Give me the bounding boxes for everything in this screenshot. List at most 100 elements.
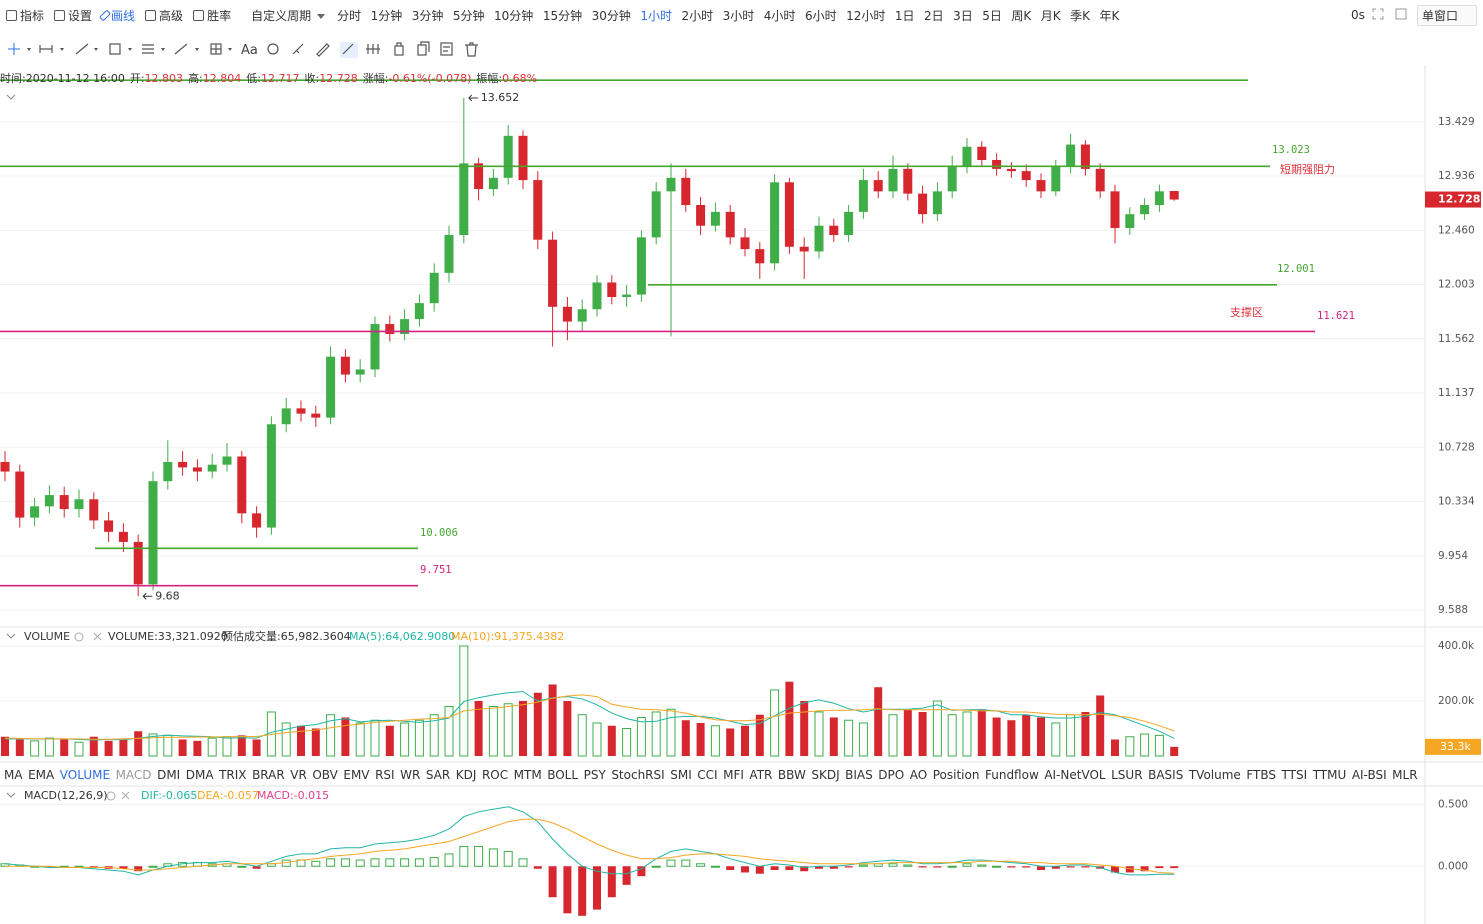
indicator-tab[interactable]: TVolume xyxy=(1188,768,1241,782)
period-item[interactable]: 周K xyxy=(1011,8,1032,23)
indicator-tab[interactable]: BOLL xyxy=(547,768,579,782)
pane-title: MACD(12,26,9) xyxy=(24,789,108,802)
indicator-tab[interactable]: MFI xyxy=(723,768,744,782)
indicator-tab[interactable]: BBW xyxy=(777,768,806,782)
menu-item[interactable]: 指标 xyxy=(6,7,44,24)
menu-item[interactable]: 高级 xyxy=(145,7,183,24)
custom-period[interactable]: 自定义周期 xyxy=(251,8,312,23)
indicator-tab[interactable]: MLR xyxy=(1392,768,1418,782)
indicator-tab[interactable]: OBV xyxy=(312,768,338,782)
indicator-tab[interactable]: CCI xyxy=(697,768,718,782)
indicator-tab[interactable]: LSUR xyxy=(1111,768,1143,782)
period-item[interactable]: 1分钟 xyxy=(370,8,403,23)
period-item[interactable]: 10分钟 xyxy=(494,8,534,23)
period-item[interactable]: 1小时 xyxy=(640,8,673,23)
candle-body xyxy=(340,356,350,375)
period-item[interactable]: 3分钟 xyxy=(411,8,444,23)
indicator-tab[interactable]: EMV xyxy=(343,768,370,782)
indicator-tab[interactable]: KDJ xyxy=(455,768,477,782)
indicator-tab[interactable]: StochRSI xyxy=(611,768,665,782)
macd-bar xyxy=(429,857,439,867)
period-item[interactable]: 2日 xyxy=(924,8,944,23)
macd-bar xyxy=(977,864,987,867)
indicator-tab[interactable]: ATR xyxy=(749,768,773,782)
close-icon[interactable] xyxy=(93,632,102,641)
indicator-tab[interactable]: SKDJ xyxy=(811,768,840,782)
period-item[interactable]: 2小时 xyxy=(681,8,714,23)
candle-body xyxy=(784,182,794,247)
indicator-tab[interactable]: AO xyxy=(909,768,928,782)
period-item[interactable]: 30分钟 xyxy=(591,8,631,23)
indicator-tab[interactable]: DMA xyxy=(185,768,214,782)
indicator-tab[interactable]: TRIX xyxy=(219,768,247,782)
close-icon[interactable] xyxy=(121,791,130,800)
indicator-tab[interactable]: Position xyxy=(932,768,980,782)
period-item[interactable]: 3日 xyxy=(953,8,973,23)
indicator-tab[interactable]: EMA xyxy=(28,768,55,782)
menu-item[interactable]: 胜率 xyxy=(193,7,231,24)
text-tool[interactable]: Aa xyxy=(241,43,258,58)
indicator-tab[interactable]: FTBS xyxy=(1246,768,1277,782)
indicator-tab[interactable]: TTSI xyxy=(1281,768,1308,782)
drawing-tools[interactable]: Aa xyxy=(0,30,490,65)
volume-bar xyxy=(444,705,454,757)
period-item[interactable]: 15分钟 xyxy=(542,8,583,23)
indicator-tab[interactable]: MA xyxy=(4,768,23,782)
period-item[interactable]: 3小时 xyxy=(722,8,755,23)
candle-body xyxy=(696,205,706,226)
indicator-tab[interactable]: MACD xyxy=(115,768,152,782)
indicator-tab[interactable]: MTM xyxy=(513,768,542,782)
candle-body xyxy=(444,235,454,273)
volume-bar xyxy=(474,700,483,756)
window-mode[interactable]: 单窗口 xyxy=(1417,5,1478,26)
volume-bar xyxy=(370,719,380,757)
period-item[interactable]: 月K xyxy=(1040,8,1061,23)
indicator-tab[interactable]: SAR xyxy=(425,768,451,782)
info-label: 涨幅: xyxy=(362,72,389,85)
candle-body xyxy=(533,180,543,240)
indicator-tab[interactable]: VOLUME xyxy=(59,768,111,782)
menu-item[interactable]: 画线 xyxy=(102,7,135,24)
macd-bar xyxy=(844,866,853,868)
settings-icon[interactable] xyxy=(74,632,84,642)
macd-bar xyxy=(962,863,972,867)
volume-tag-label: 33.3k xyxy=(1440,740,1471,753)
candle-body xyxy=(281,408,291,425)
indicator-tab[interactable]: PSY xyxy=(583,768,606,782)
indicator-tab[interactable]: ROC xyxy=(481,768,509,782)
indicator-tab[interactable]: AI-BSI xyxy=(1351,768,1387,782)
period-item[interactable]: 年K xyxy=(1099,8,1120,23)
indicator-tab[interactable]: RSI xyxy=(375,768,395,782)
collapse-icon[interactable] xyxy=(6,94,16,100)
indicator-tab[interactable]: BASIS xyxy=(1148,768,1184,782)
collapse-icon[interactable] xyxy=(6,792,16,798)
period-item[interactable]: 6小时 xyxy=(804,8,837,23)
indicator-tab[interactable]: DPO xyxy=(878,768,905,782)
period-item[interactable]: 5分钟 xyxy=(452,8,485,23)
period-item[interactable]: 12小时 xyxy=(846,8,886,23)
period-item[interactable]: 1日 xyxy=(894,8,915,23)
candle-body xyxy=(1080,144,1090,169)
indicator-tab[interactable]: BIAS xyxy=(845,768,873,782)
period-item[interactable]: 4小时 xyxy=(763,8,796,23)
volume-bar xyxy=(932,700,942,757)
indicator-tab[interactable]: AI-NetVOL xyxy=(1044,768,1106,782)
period-item[interactable]: 5日 xyxy=(982,8,1002,23)
macd-bar xyxy=(1022,866,1031,868)
candle-body xyxy=(370,324,380,370)
indicator-tab[interactable]: DMI xyxy=(157,768,181,782)
period-item[interactable]: 分时 xyxy=(337,8,362,23)
indicator-tab[interactable]: BRAR xyxy=(252,768,285,782)
indicator-tab[interactable]: TTMU xyxy=(1312,768,1347,782)
settings-icon[interactable] xyxy=(106,791,116,801)
collapse-icon[interactable] xyxy=(6,633,16,639)
candle-body xyxy=(666,177,676,192)
indicator-tab[interactable]: Fundflow xyxy=(984,768,1039,782)
period-list: 分时 1分钟 3分钟 5分钟 10分钟 15分钟 30分钟 1小时 2小时 3小时 4小时 6小时 12… xyxy=(337,7,1129,24)
menu-item[interactable]: 设置 xyxy=(54,7,92,24)
period-item[interactable]: 季K xyxy=(1070,8,1091,23)
indicator-tab[interactable]: WR xyxy=(400,768,421,782)
indicator-tab[interactable]: VR xyxy=(290,768,307,782)
indicator-tab[interactable]: SMI xyxy=(670,768,692,782)
window-icons[interactable] xyxy=(1372,8,1412,22)
